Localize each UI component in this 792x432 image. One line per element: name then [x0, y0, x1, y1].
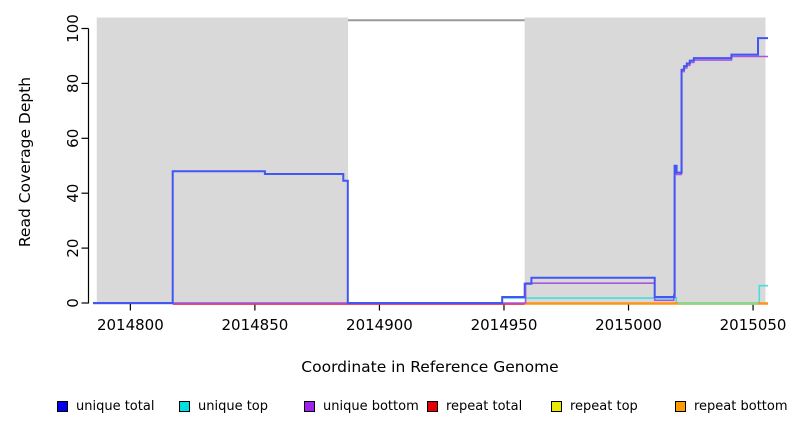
legend-label: repeat total	[446, 398, 523, 414]
legend-item: repeat top	[551, 397, 638, 415]
unique-region-shading	[524, 17, 766, 305]
series-unique-total	[93, 37, 768, 304]
legend-swatch	[304, 400, 315, 412]
x-tick-label: 2015050	[720, 316, 787, 334]
legend-swatch	[57, 400, 68, 412]
legend-item: unique bottom	[304, 397, 419, 415]
legend-item: repeat total	[427, 397, 522, 415]
legend-item: unique top	[179, 397, 268, 415]
unique-region-shading	[96, 17, 349, 305]
legend-swatch	[551, 400, 562, 412]
legend-item: repeat bottom	[675, 397, 788, 415]
y-tick-label: 80	[64, 74, 82, 93]
x-tick-label: 2015000	[595, 316, 662, 334]
y-tick-label: 60	[64, 129, 82, 148]
legend-label: repeat bottom	[694, 398, 788, 414]
legend-label: repeat top	[570, 398, 638, 414]
x-tick-label: 2014800	[97, 316, 164, 334]
x-tick-label: 2014950	[471, 316, 538, 334]
legend-item: unique total	[57, 397, 154, 415]
y-tick-label: 40	[64, 184, 82, 203]
y-tick-label: 20	[64, 239, 82, 258]
legend-label: unique bottom	[323, 398, 419, 414]
x-tick-label: 2014850	[221, 316, 288, 334]
x-axis-title: Coordinate in Reference Genome	[301, 358, 558, 376]
legend-swatch	[675, 400, 686, 412]
plot-content: 2014800 2014850 2014900 2014950 2015000 20150…	[64, 14, 786, 334]
legend: unique total unique top unique bottom repea…	[0, 397, 792, 419]
legend-swatch	[179, 400, 190, 412]
legend-label: unique top	[198, 398, 269, 414]
y-tick-label: 100	[64, 14, 82, 43]
legend-label: unique total	[76, 398, 155, 414]
legend-swatch	[427, 400, 438, 412]
y-axis-title: Read Coverage Depth	[16, 77, 34, 247]
x-tick-label: 2014900	[346, 316, 413, 334]
y-tick-label: 0	[64, 298, 82, 308]
